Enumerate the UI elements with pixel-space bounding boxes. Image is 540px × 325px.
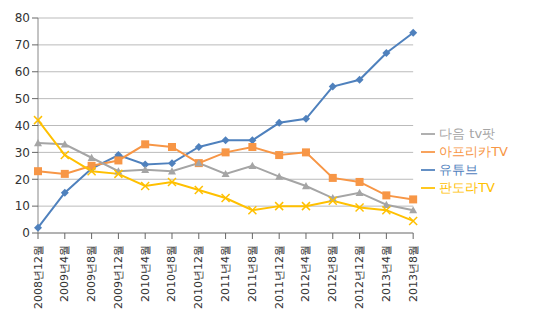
svg-text:2012년4월: 2012년4월 bbox=[299, 245, 312, 302]
svg-text:20: 20 bbox=[15, 173, 30, 187]
svg-text:2009년8월: 2009년8월 bbox=[85, 245, 98, 302]
svg-text:40: 40 bbox=[15, 119, 30, 133]
svg-text:2011년4월: 2011년4월 bbox=[219, 245, 232, 302]
svg-text:2009년4월: 2009년4월 bbox=[58, 245, 71, 302]
svg-text:0: 0 bbox=[22, 226, 30, 240]
html-text:다음 tv팟: 다음 tv팟 bbox=[439, 125, 496, 141]
svg-text:2012년12월: 2012년12월 bbox=[353, 245, 366, 309]
svg-text:2013년8월: 2013년8월 bbox=[407, 245, 420, 302]
svg-text:50: 50 bbox=[15, 92, 30, 106]
svg-text:30: 30 bbox=[15, 146, 30, 160]
svg-text:80: 80 bbox=[15, 11, 30, 25]
svg-text:70: 70 bbox=[15, 38, 30, 52]
html-text:판도라TV: 판도라TV bbox=[439, 179, 495, 195]
svg-text:2009년12월: 2009년12월 bbox=[112, 245, 125, 309]
html-text:유튜브: 유튜브 bbox=[439, 161, 479, 177]
svg-text:2011년12월: 2011년12월 bbox=[273, 245, 286, 309]
svg-text:2011년8월: 2011년8월 bbox=[246, 245, 259, 302]
svg-text:2010년8월: 2010년8월 bbox=[165, 245, 178, 302]
svg-text:2010년4월: 2010년4월 bbox=[139, 245, 152, 302]
svg-text:60: 60 bbox=[15, 65, 30, 79]
svg-text:2010년12월: 2010년12월 bbox=[192, 245, 205, 309]
svg-text:10: 10 bbox=[15, 199, 30, 213]
svg-text:2013년4월: 2013년4월 bbox=[380, 245, 393, 302]
svg-text:2008년12월: 2008년12월 bbox=[32, 245, 45, 309]
html-text:아프리카TV: 아프리카TV bbox=[439, 143, 508, 159]
svg-text:2012년8월: 2012년8월 bbox=[326, 245, 339, 302]
